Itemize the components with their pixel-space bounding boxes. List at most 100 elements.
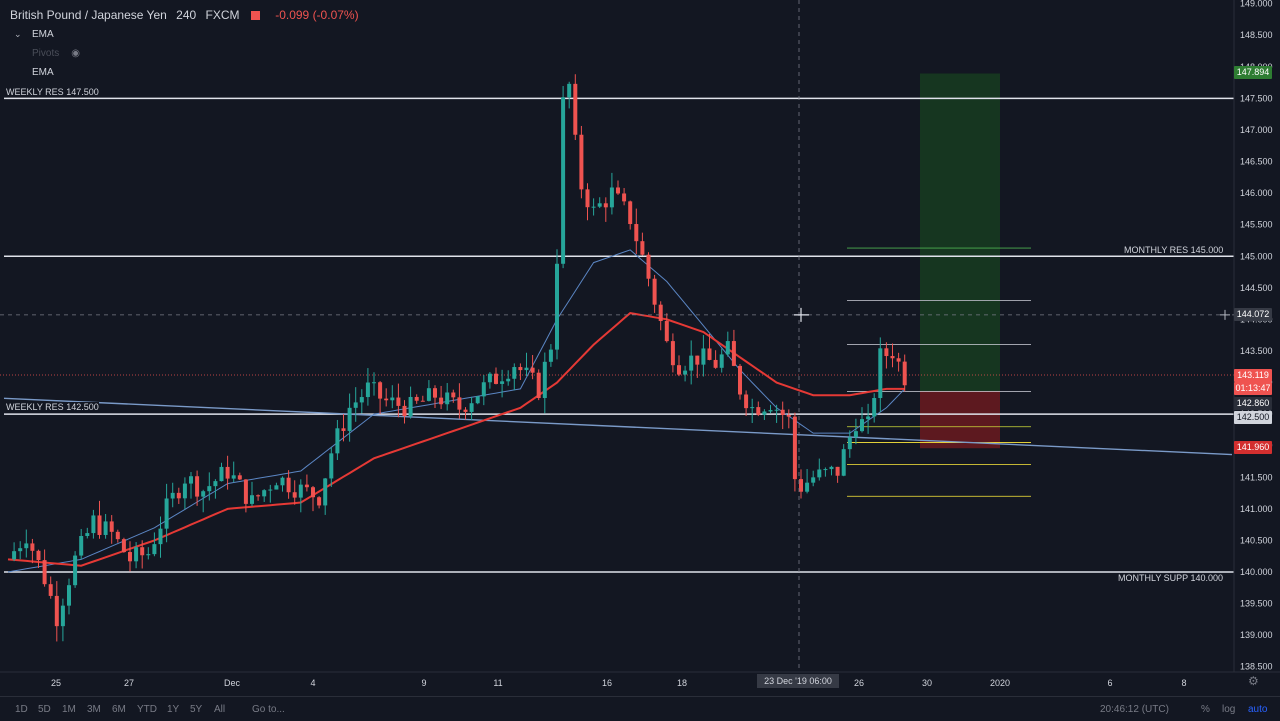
price-tick-label: 141.000 bbox=[1240, 504, 1273, 514]
candle-body bbox=[524, 367, 529, 371]
candle-body bbox=[494, 373, 498, 384]
indicator-ema-2[interactable]: EMA bbox=[32, 67, 54, 78]
candle-body bbox=[725, 341, 730, 355]
candle-body bbox=[658, 304, 663, 322]
range-1y[interactable]: 1Y bbox=[167, 704, 180, 715]
range-ytd[interactable]: YTD bbox=[137, 704, 157, 715]
candle-body bbox=[54, 595, 59, 627]
level-label-monthly-res: MONTHLY RES 145.000 bbox=[1124, 245, 1224, 255]
range-1d[interactable]: 1D bbox=[15, 704, 28, 715]
crosshair-cursor-icon bbox=[794, 307, 809, 322]
candle-body bbox=[372, 382, 376, 384]
candle-body bbox=[359, 397, 364, 403]
candle-body bbox=[579, 134, 584, 190]
candle-body bbox=[250, 495, 254, 504]
candle-body bbox=[555, 263, 559, 350]
candle-body bbox=[189, 476, 193, 484]
candle-body bbox=[695, 355, 700, 365]
time-tick-label: 26 bbox=[854, 678, 864, 688]
candle-body bbox=[73, 555, 78, 586]
bar-countdown-badge: 01:13:47 bbox=[1234, 382, 1272, 395]
interval-label: 240 bbox=[176, 8, 197, 22]
time-tick-label: 4 bbox=[310, 678, 315, 688]
time-tick-label: Dec bbox=[224, 678, 241, 688]
candle-body bbox=[872, 398, 877, 417]
range-6m[interactable]: 6M bbox=[112, 704, 126, 715]
price-tick-label: 139.000 bbox=[1240, 630, 1273, 640]
candle-body bbox=[311, 487, 315, 498]
price-tick-label: 139.500 bbox=[1240, 599, 1273, 609]
candle-body bbox=[707, 348, 712, 360]
price-tick-label: 138.500 bbox=[1240, 662, 1273, 672]
auto-toggle[interactable]: auto bbox=[1248, 704, 1268, 715]
candle-body bbox=[195, 476, 200, 497]
candle-body bbox=[567, 83, 572, 98]
time-tick-label: 27 bbox=[124, 678, 134, 688]
crosshair-time-badge bbox=[757, 674, 839, 688]
candle-body bbox=[701, 348, 706, 365]
level-label-weekly-res-142: WEEKLY RES 142.500 bbox=[6, 402, 99, 412]
candle-body bbox=[67, 585, 71, 606]
candle-body bbox=[445, 392, 450, 405]
candle-body bbox=[792, 416, 797, 480]
candle-body bbox=[18, 548, 23, 552]
candle-body bbox=[561, 97, 566, 264]
candle-body bbox=[597, 203, 602, 207]
candle-body bbox=[762, 411, 767, 415]
candle-body bbox=[585, 189, 590, 208]
candle-body bbox=[280, 477, 285, 486]
candle-body bbox=[664, 321, 669, 342]
price-tick-label: 147.000 bbox=[1240, 125, 1273, 135]
price-change: -0.099 (-0.07%) bbox=[275, 8, 359, 22]
indicator-label: Pivots bbox=[32, 48, 60, 59]
candle-body bbox=[609, 187, 614, 208]
range-all[interactable]: All bbox=[214, 704, 226, 715]
candle-body bbox=[426, 388, 431, 401]
candle-body bbox=[176, 492, 181, 499]
candle-body bbox=[433, 388, 437, 398]
candle-body bbox=[573, 83, 578, 135]
candle-body bbox=[835, 466, 840, 476]
price-tick-label: 141.500 bbox=[1240, 472, 1273, 482]
price-tick-label: 146.000 bbox=[1240, 188, 1273, 198]
time-tick-label: 2020 bbox=[990, 678, 1010, 688]
candle-body bbox=[774, 409, 779, 411]
candle-body bbox=[518, 367, 523, 371]
candle-body bbox=[884, 348, 889, 357]
range-5y[interactable]: 5Y bbox=[190, 704, 203, 715]
log-toggle[interactable]: log bbox=[1222, 704, 1236, 715]
candle-body bbox=[530, 367, 535, 373]
target-zone bbox=[920, 73, 1000, 392]
candle-body bbox=[237, 475, 242, 480]
price-tick-label: 148.500 bbox=[1240, 30, 1273, 40]
candle-body bbox=[670, 341, 675, 366]
indicator-ema-1[interactable]: ⌄ EMA bbox=[14, 29, 54, 40]
utc-clock[interactable]: 20:46:12 (UTC) bbox=[1100, 704, 1169, 715]
percent-toggle[interactable]: % bbox=[1201, 704, 1210, 715]
candle-body bbox=[274, 485, 279, 490]
indicator-pivots[interactable]: Pivots ◉ bbox=[32, 48, 80, 59]
candle-body bbox=[414, 396, 419, 401]
price-tick-label: 143.500 bbox=[1240, 346, 1273, 356]
range-1m[interactable]: 1M bbox=[62, 704, 76, 715]
candle-body bbox=[640, 241, 645, 255]
exchange-label: FXCM bbox=[205, 8, 240, 22]
last-price-badge: 143.119 bbox=[1234, 369, 1272, 382]
candle-body bbox=[207, 486, 212, 492]
range-3m[interactable]: 3M bbox=[87, 704, 101, 715]
candle-body bbox=[335, 428, 340, 454]
candle-body bbox=[396, 397, 401, 406]
candle-body bbox=[390, 397, 395, 401]
ema-fast-line bbox=[7, 249, 906, 573]
range-5d[interactable]: 5D bbox=[38, 704, 51, 715]
symbol-legend[interactable]: British Pound / Japanese Yen 240 FXCM -0… bbox=[10, 8, 359, 22]
goto-button[interactable]: Go to... bbox=[252, 704, 285, 715]
candle-body bbox=[890, 356, 895, 359]
eye-hidden-icon[interactable]: ◉ bbox=[71, 48, 80, 59]
candle-body bbox=[536, 372, 541, 399]
candle-body bbox=[902, 361, 907, 386]
chevron-down-icon[interactable]: ⌄ bbox=[14, 29, 22, 39]
flag-icon[interactable] bbox=[250, 11, 260, 20]
settings-gear-icon[interactable]: ⚙ bbox=[1248, 674, 1259, 688]
